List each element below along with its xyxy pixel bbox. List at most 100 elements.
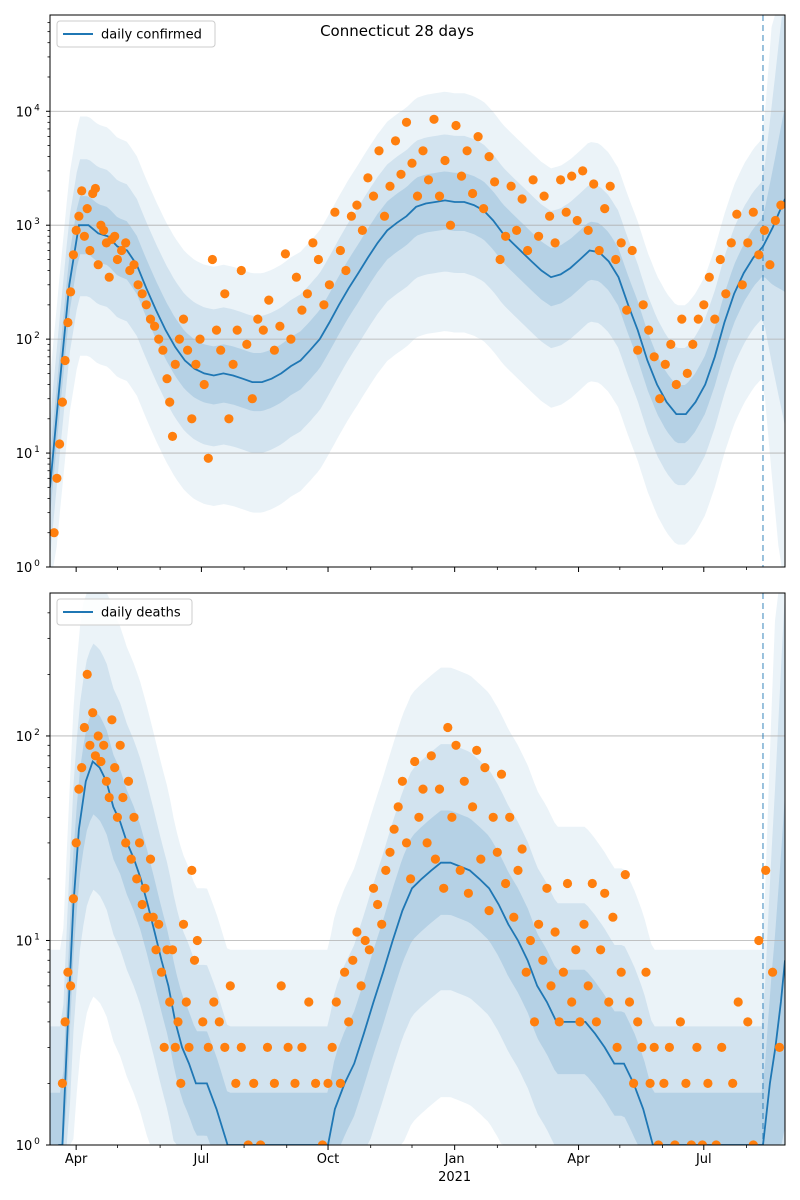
- observed-point: [445, 220, 456, 230]
- observed-point: [439, 883, 449, 893]
- observed-point: [492, 847, 502, 857]
- observed-point: [505, 812, 515, 822]
- observed-point: [660, 359, 670, 369]
- observed-point: [732, 209, 742, 219]
- observed-point: [430, 854, 440, 864]
- observed-point: [60, 355, 70, 366]
- observed-point: [509, 912, 519, 922]
- observed-point: [385, 847, 395, 857]
- observed-point: [711, 1140, 721, 1145]
- observed-point: [579, 919, 589, 929]
- observed-point: [181, 997, 191, 1007]
- observed-point: [703, 1078, 713, 1088]
- observed-point: [90, 183, 100, 194]
- observed-point: [191, 359, 201, 369]
- series-line-daily-confirmed: [50, 198, 785, 488]
- observed-point: [534, 919, 544, 929]
- observed-point: [620, 870, 630, 880]
- observed-point: [624, 997, 635, 1007]
- observed-point: [600, 204, 610, 214]
- observed-point: [189, 955, 200, 965]
- observed-point: [133, 280, 143, 290]
- observed-point: [352, 200, 362, 210]
- observed-point: [677, 314, 687, 324]
- observed-point: [335, 1078, 345, 1088]
- x-tick-label: Oct: [317, 1152, 339, 1167]
- observed-point: [638, 300, 648, 310]
- observed-point: [79, 231, 89, 241]
- observed-point: [418, 784, 428, 794]
- observed-point: [82, 204, 92, 214]
- observed-point: [344, 1017, 354, 1027]
- y-tick-label: 10: [16, 934, 33, 949]
- observed-point: [578, 166, 588, 176]
- legend-box: [56, 598, 193, 626]
- observed-point: [165, 997, 175, 1007]
- observed-point: [297, 305, 307, 315]
- observed-point: [324, 280, 334, 290]
- observed-point: [286, 334, 296, 344]
- observed-point: [407, 158, 417, 168]
- observed-point: [393, 802, 403, 812]
- observed-point: [264, 295, 274, 305]
- observed-point: [480, 763, 490, 773]
- y-tick-label-exponent: 0: [34, 559, 40, 569]
- observed-point: [422, 838, 432, 848]
- observed-point: [495, 254, 505, 265]
- x-tick-label: Jan: [444, 1152, 465, 1167]
- observed-point: [220, 289, 230, 299]
- observed-point: [159, 1042, 169, 1052]
- observed-point: [236, 1042, 246, 1052]
- observed-point: [256, 1140, 266, 1145]
- observed-point: [346, 211, 356, 221]
- observed-point: [443, 722, 453, 733]
- observed-point: [414, 812, 424, 822]
- observed-point: [242, 339, 252, 349]
- observed-point: [717, 1042, 727, 1052]
- observed-point: [633, 345, 643, 355]
- observed-point: [776, 200, 785, 210]
- observed-point: [57, 397, 67, 407]
- observed-point: [77, 763, 87, 773]
- deaths-marks: [57, 593, 785, 1145]
- uncertainty-band-2: [50, 15, 785, 559]
- observed-point: [99, 740, 109, 750]
- observed-point: [517, 194, 527, 204]
- observed-point: [627, 245, 637, 256]
- observed-point: [596, 945, 606, 955]
- observed-point: [93, 731, 103, 741]
- observed-point: [733, 997, 743, 1007]
- observed-point: [743, 1017, 753, 1027]
- observed-point: [99, 225, 109, 235]
- observed-point: [575, 1017, 585, 1027]
- observed-point: [156, 967, 167, 977]
- observed-point: [207, 254, 217, 265]
- observed-point: [397, 776, 407, 786]
- observed-point: [195, 334, 205, 344]
- observed-point: [121, 238, 131, 248]
- observed-point: [101, 776, 111, 786]
- observed-point: [434, 191, 445, 201]
- observed-point: [539, 191, 549, 201]
- observed-point: [341, 265, 351, 276]
- observed-point: [63, 317, 73, 328]
- observed-point: [490, 177, 500, 187]
- observed-point: [545, 211, 555, 221]
- observed-point: [406, 874, 416, 884]
- observed-point: [368, 883, 379, 893]
- observed-point: [331, 997, 341, 1007]
- observed-point: [550, 927, 560, 937]
- observed-point: [468, 802, 478, 812]
- observed-point: [737, 280, 747, 290]
- observed-point: [368, 191, 379, 201]
- observed-point: [529, 1017, 540, 1027]
- observed-point: [198, 1017, 208, 1027]
- observed-point: [567, 171, 577, 181]
- observed-point: [174, 334, 184, 344]
- observed-point: [269, 1078, 279, 1088]
- observed-point: [715, 254, 725, 265]
- observed-point: [137, 289, 147, 299]
- observed-point: [297, 1042, 307, 1052]
